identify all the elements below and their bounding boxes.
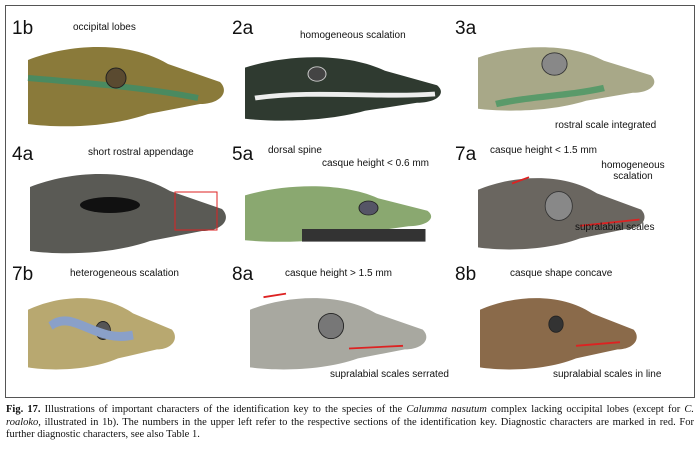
annotation: supralabial scales: [575, 222, 655, 233]
photo: [478, 176, 645, 250]
figure-frame: [5, 5, 695, 398]
caption-italic: Calumma nasutum: [406, 404, 487, 415]
annotation: casque height < 0.6 mm: [322, 158, 430, 169]
panel-label: 3a: [455, 18, 477, 39]
annotation: occipital lobes: [73, 22, 136, 33]
annotation: casque height < 1.5 mm: [490, 145, 598, 156]
photo: [30, 174, 226, 254]
annotation: heterogeneous scalation: [70, 268, 179, 279]
panel-label: 7a: [455, 144, 477, 165]
caption-italic: C. roaloko: [6, 404, 694, 428]
caption-text: Illustrations of important characters of…: [40, 404, 407, 415]
photo: [28, 298, 175, 370]
caption-text: , illustrated in 1b). The numbers in the…: [6, 416, 694, 441]
panel-label: 7b: [12, 264, 34, 285]
photo: [478, 47, 655, 111]
annotation: homogeneous scalation: [601, 160, 665, 182]
caption-label: Fig. 17.: [6, 404, 41, 415]
photo: [27, 47, 224, 127]
photo: [250, 292, 427, 370]
annotation: dorsal spine: [268, 145, 322, 156]
photo: [245, 186, 432, 242]
annotation: supralabial scales serrated: [330, 369, 449, 380]
figure-images: [27, 47, 655, 370]
annotation: rostral scale integrated: [555, 120, 657, 131]
figure-caption: Fig. 17. Illustrations of important char…: [6, 404, 694, 442]
annotation: casque height > 1.5 mm: [285, 268, 393, 279]
annotation: short rostral appendage: [88, 147, 194, 158]
panel-label: 4a: [12, 144, 34, 165]
annotation: casque shape concave: [510, 268, 613, 279]
panel-label: 8b: [455, 264, 477, 285]
panel-label: 1b: [12, 18, 34, 39]
photo: [480, 298, 637, 370]
panel-label: 8a: [232, 264, 254, 285]
annotation: homogeneous scalation: [300, 30, 406, 41]
caption-text: complex lacking occipital lobes (except …: [486, 404, 685, 415]
panel-label: 5a: [232, 144, 254, 165]
annotation: supralabial scales in line: [553, 369, 662, 380]
photo: [245, 57, 441, 121]
panel-label: 2a: [232, 18, 254, 39]
